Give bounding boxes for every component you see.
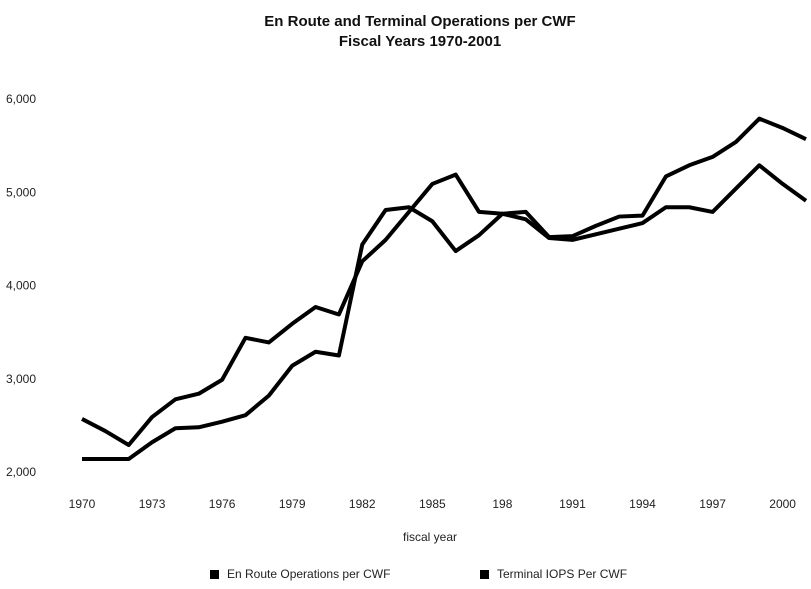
series-line [81,116,807,448]
chart-title: En Route and Terminal Operations per CWF [264,13,575,30]
x-tick-label: 1994 [629,497,656,511]
x-tick-label: 1985 [419,497,446,511]
x-tick-label: 2000 [769,497,796,511]
y-tick-label: 6,000 [6,92,36,106]
x-tick-label: 198 [492,497,512,511]
x-tick-label: 1979 [279,497,306,511]
x-tick-label: 1970 [69,497,96,511]
legend-swatch [480,570,489,579]
legend-label: Terminal IOPS Per CWF [497,567,627,581]
legend-swatch [210,570,219,579]
series-line [82,163,808,462]
y-tick-label: 2,000 [6,465,36,479]
y-tick-label: 4,000 [6,279,36,293]
x-tick-label: 1976 [209,497,236,511]
y-tick-label: 3,000 [6,372,36,386]
x-tick-label: 1982 [349,497,376,511]
chart-subtitle: Fiscal Years 1970-2001 [339,33,501,50]
y-tick-label: 5,000 [6,185,36,199]
legend-label: En Route Operations per CWF [227,567,390,581]
x-tick-label: 1973 [139,497,166,511]
x-tick-label: 1997 [699,497,726,511]
x-axis-label: fiscal year [403,530,457,544]
x-tick-label: 1991 [559,497,586,511]
